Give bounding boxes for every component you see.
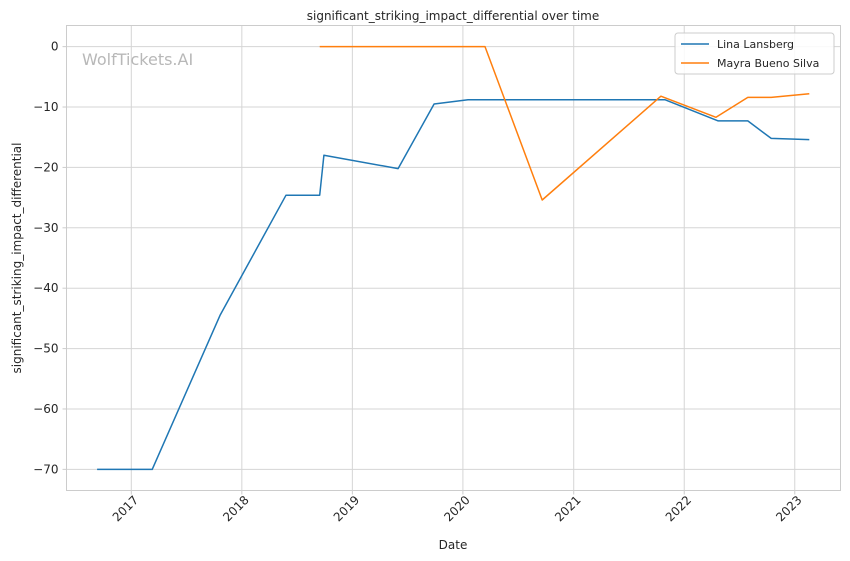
grid [66, 25, 841, 491]
legend-label: Lina Lansberg [717, 38, 794, 51]
y-tick-label: −50 [33, 342, 58, 356]
series-line-0 [97, 99, 810, 471]
y-axis-label: significant_striking_impact_differential [10, 143, 24, 374]
x-axis-label: Date [439, 538, 468, 552]
y-tick-label: −20 [33, 160, 58, 174]
y-tick-label: −40 [33, 281, 58, 295]
legend-box [674, 32, 835, 75]
legend-label: Mayra Bueno Silva [717, 57, 819, 70]
plot-area [66, 25, 841, 491]
y-tick-label: −30 [33, 221, 58, 235]
watermark: WolfTickets.AI [82, 50, 193, 69]
y-tick-label: −10 [33, 100, 58, 114]
series-line-1 [319, 45, 810, 201]
axes-border [66, 25, 841, 491]
legend: Lina Lansberg Mayra Bueno Silva [674, 32, 835, 75]
series-lines [97, 45, 810, 471]
y-tick-label: −70 [33, 462, 58, 476]
y-axis-ticks: 0 −10 −20 −30 −40 −50 −60 −70 [33, 40, 67, 476]
y-tick-label: −60 [33, 402, 58, 416]
axes-frame [66, 25, 841, 491]
chart-title: significant_striking_impact_differential… [307, 9, 599, 23]
y-tick-label: 0 [51, 40, 59, 54]
